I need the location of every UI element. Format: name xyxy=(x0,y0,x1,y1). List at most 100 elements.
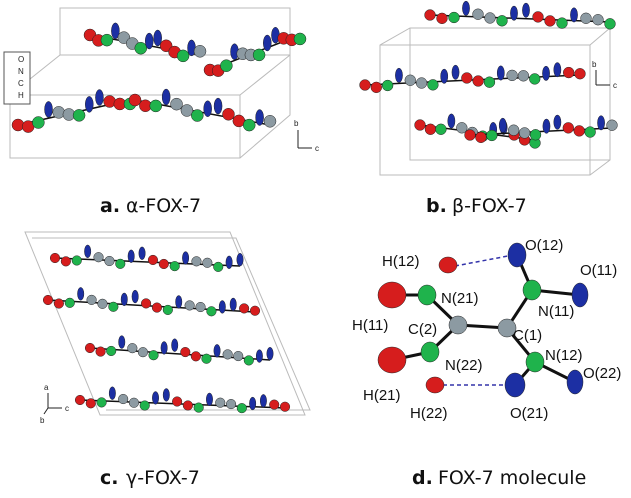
atom xyxy=(476,132,487,143)
atom xyxy=(437,13,448,24)
atom-label: C(1) xyxy=(513,327,542,344)
atom xyxy=(128,250,134,263)
atom xyxy=(97,398,107,408)
atom xyxy=(182,252,188,265)
atom xyxy=(267,347,273,360)
atom xyxy=(557,18,568,29)
atom xyxy=(233,351,243,361)
atom xyxy=(32,117,44,129)
panel-letter: c. xyxy=(100,467,118,489)
atom xyxy=(109,387,115,400)
atom xyxy=(441,69,448,83)
atom xyxy=(172,397,182,407)
panel-caption: β-FOX-7 xyxy=(452,195,527,217)
atom xyxy=(505,373,525,397)
atom xyxy=(222,108,234,120)
atom xyxy=(207,306,217,316)
atom xyxy=(526,352,544,372)
atom xyxy=(86,399,96,409)
atom xyxy=(152,392,158,405)
atom xyxy=(448,114,455,128)
atom xyxy=(148,255,158,265)
atom xyxy=(294,33,306,45)
atom xyxy=(371,82,382,93)
atom xyxy=(98,299,108,309)
atom-label: O(22) xyxy=(583,365,621,382)
atom xyxy=(416,78,427,89)
atom xyxy=(382,80,393,91)
atom xyxy=(139,247,145,260)
legend-label: O xyxy=(18,55,24,64)
atom xyxy=(256,350,262,363)
atom xyxy=(226,256,232,269)
unit-cell xyxy=(380,28,610,175)
atom xyxy=(425,124,436,135)
atom xyxy=(45,101,53,117)
atom xyxy=(176,296,182,309)
atom xyxy=(73,109,85,121)
atom xyxy=(109,302,119,312)
bond xyxy=(90,348,270,360)
legend-box xyxy=(4,52,30,104)
panel-caption: γ-FOX-7 xyxy=(126,467,200,489)
atom xyxy=(518,70,529,81)
atom-label: H(12) xyxy=(382,253,420,270)
axis-label: c xyxy=(65,404,69,413)
atom xyxy=(172,339,178,352)
atom xyxy=(194,403,204,413)
atom xyxy=(449,316,467,334)
axis-label: b xyxy=(294,119,299,128)
atom xyxy=(581,13,592,24)
atom xyxy=(65,298,75,308)
atom xyxy=(96,347,106,357)
atom xyxy=(163,388,169,401)
atom xyxy=(191,110,203,122)
atom xyxy=(50,253,60,263)
atom xyxy=(84,245,90,258)
atom xyxy=(95,90,103,106)
atom xyxy=(421,342,439,362)
atom xyxy=(87,295,97,305)
atom xyxy=(72,256,82,266)
atom xyxy=(249,397,255,410)
atom-label: H(21) xyxy=(363,387,401,404)
atom xyxy=(574,125,585,136)
atom xyxy=(427,79,438,90)
panel-caption: FOX-7 molecule xyxy=(438,467,586,489)
atom xyxy=(605,18,616,29)
atom-label: C(2) xyxy=(408,321,437,338)
atom xyxy=(121,293,127,306)
atom xyxy=(449,12,460,23)
atom xyxy=(54,299,64,309)
atom xyxy=(280,402,290,412)
atom xyxy=(159,259,169,269)
atom xyxy=(119,336,125,349)
atom xyxy=(473,76,484,87)
atom xyxy=(223,350,233,360)
atom xyxy=(486,130,497,141)
atom xyxy=(250,306,260,316)
atom xyxy=(510,6,517,20)
atom xyxy=(508,125,519,136)
atom xyxy=(135,42,147,54)
atom xyxy=(163,305,173,315)
figure: a. α-FOX-7 b. β-FOX-7 c. γ-FOX-7 d. FOX-… xyxy=(0,0,631,498)
atom xyxy=(244,356,254,366)
atom-label: N(12) xyxy=(545,347,583,364)
atom xyxy=(85,343,95,353)
atom-label: H(22) xyxy=(410,405,448,422)
atom xyxy=(253,49,265,61)
atom xyxy=(567,370,583,394)
atom xyxy=(522,3,529,17)
axis-arrow xyxy=(44,393,62,414)
atom xyxy=(43,295,53,305)
atom xyxy=(77,287,83,300)
atom xyxy=(542,66,549,80)
atom xyxy=(545,16,556,27)
atom xyxy=(519,128,530,139)
atom xyxy=(129,94,141,106)
axis-label: b xyxy=(592,60,597,69)
bonds xyxy=(392,255,580,385)
atom xyxy=(533,12,544,23)
axis-label: c xyxy=(613,81,617,90)
